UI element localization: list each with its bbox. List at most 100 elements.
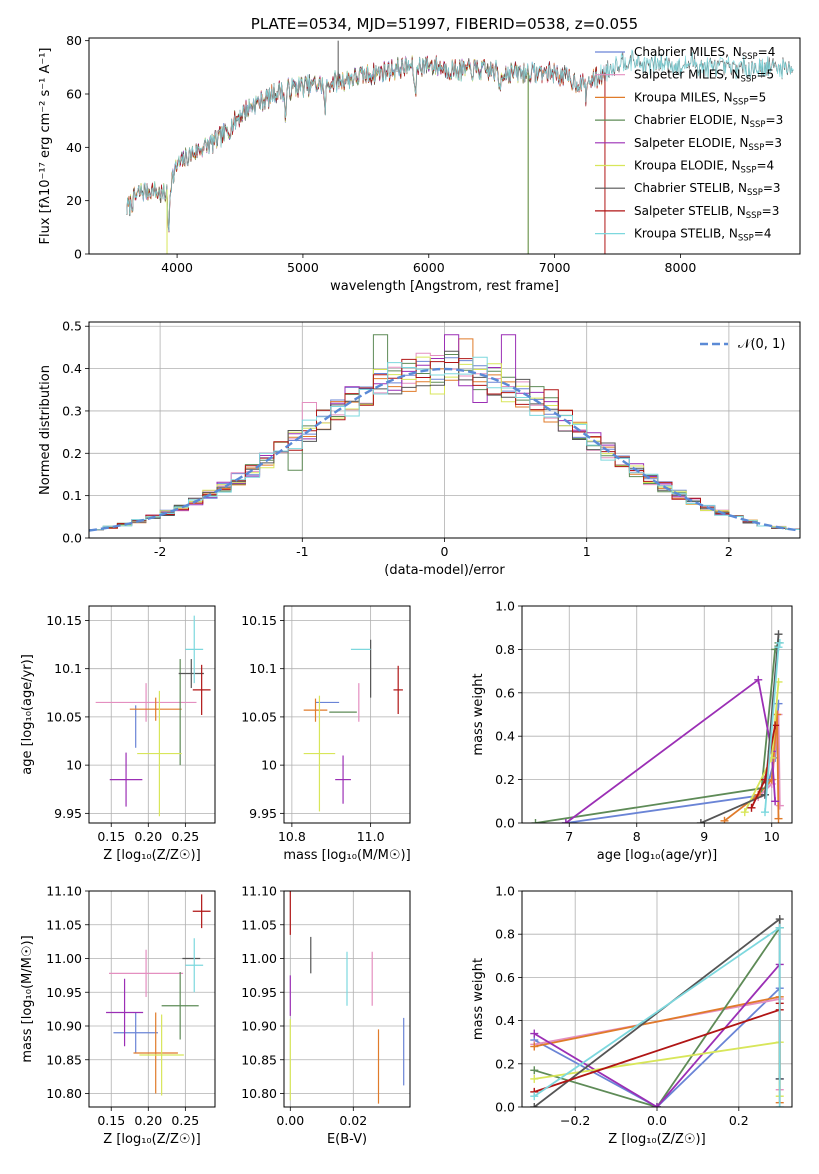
x-axis-label: E(B-V) <box>327 1132 367 1147</box>
x-axis-label: Z [log₁₀(Z/Z☉)] <box>103 848 200 863</box>
mass-weight-marker <box>775 801 784 810</box>
error-bar-point <box>185 615 204 684</box>
mass-weight-marker <box>774 814 783 823</box>
x-tick-label: -2 <box>154 544 166 559</box>
y-tick-label: 20 <box>66 193 82 208</box>
legend-entry: Salpeter MILES, NSSP=5 <box>634 68 774 85</box>
y-tick-label: 0.8 <box>495 927 515 942</box>
y-tick-label: 10.15 <box>241 613 277 628</box>
y-tick-label: 0.4 <box>495 1013 515 1028</box>
x-tick-label: 7 <box>565 829 573 844</box>
residual-histogram-panel: -2 -1 0 1 2 0.0 0.1 0.2 0.3 0.4 0.5 (data-model)/er… <box>38 319 801 578</box>
y-tick-label: 0.4 <box>62 361 82 376</box>
legend-entry: Kroupa ELODIE, NSSP=4 <box>634 159 774 176</box>
y-tick-label: 10 <box>66 758 82 773</box>
y-tick-label: 0.0 <box>62 531 82 546</box>
error-bar-point <box>161 972 199 1040</box>
x-tick-label: −0.2 <box>560 1113 590 1128</box>
legend-entry: Chabrier ELODIE, NSSP=3 <box>634 113 783 130</box>
y-tick-label: 0 <box>74 247 82 262</box>
mass-weight-marker <box>774 643 783 652</box>
y-tick-label: 0.3 <box>62 403 82 418</box>
y-axis-label: Normed distribution <box>38 365 53 495</box>
mass-weight-marker <box>530 1042 539 1051</box>
mass-weight-marker <box>747 803 756 812</box>
y-axis-label: age [log₁₀(age/yr)] <box>20 654 35 775</box>
axes-frame <box>88 321 801 539</box>
error-bar-point <box>106 978 144 1047</box>
y-tick-label: 10.95 <box>241 985 277 1000</box>
y-tick-label: 10.1 <box>249 661 277 676</box>
y-tick-label: 0.0 <box>495 816 515 831</box>
axes-frame <box>283 605 411 824</box>
x-tick-label: 0 <box>441 544 449 559</box>
y-tick-label: 10.85 <box>241 1052 277 1067</box>
plot-area <box>289 891 405 1104</box>
mass-weight-marker <box>761 808 769 817</box>
y-tick-label: 10.05 <box>241 709 277 724</box>
y-tick-label: 80 <box>66 33 82 48</box>
mass-weight-marker <box>530 1029 539 1038</box>
plot-area <box>126 40 794 254</box>
mass-weight-marker <box>720 816 729 823</box>
mass-weight-line <box>533 963 781 1107</box>
mass-weight-line <box>534 927 781 1107</box>
legend-entry: Salpeter ELODIE, NSSP=3 <box>634 136 782 153</box>
y-tick-label: 11.00 <box>46 951 82 966</box>
legend-entry: Kroupa MILES, NSSP=5 <box>634 90 766 107</box>
error-bar-point <box>109 949 184 997</box>
normal-curve <box>89 367 800 532</box>
mass-weight-marker <box>775 923 784 932</box>
y-tick-label: 0.6 <box>495 685 515 700</box>
y-tick-label: 0.2 <box>495 1056 515 1071</box>
y-tick-label: 0.2 <box>62 446 82 461</box>
age-vs-mass-panel: 10.8 11.0 9.95 10 10.05 10.1 10.15 mass [log₁₀(… <box>241 605 411 863</box>
x-axis-label: Z [log₁₀(Z/Z☉)] <box>103 1132 200 1147</box>
y-tick-label: 0.6 <box>495 970 515 985</box>
error-bar-point <box>129 697 182 721</box>
legend: Chabrier MILES, NSSP=4 Salpeter MILES, NS… <box>595 45 783 244</box>
y-tick-label: 10.05 <box>46 709 82 724</box>
mass-weight-marker <box>530 1092 539 1101</box>
axes-frame <box>521 890 793 1108</box>
x-axis-label: mass [log₁₀(M/M☉)] <box>283 848 410 863</box>
y-tick-label: 10.90 <box>241 1019 277 1034</box>
error-bar-point <box>303 698 328 722</box>
mass-weight-marker <box>740 808 749 817</box>
y-tick-label: 10.90 <box>46 1019 82 1034</box>
y-tick-label: 0.5 <box>62 319 82 334</box>
y-tick-label: 10.80 <box>46 1086 82 1101</box>
legend-entry: Chabrier MILES, NSSP=4 <box>634 45 775 62</box>
y-tick-label: 0.1 <box>62 488 82 503</box>
error-bar-point <box>133 1012 178 1094</box>
x-tick-label: 1 <box>583 544 591 559</box>
mass-weight-marker <box>773 710 782 719</box>
legend-entry: Chabrier STELIB, NSSP=3 <box>634 181 781 198</box>
plot-area <box>303 639 403 812</box>
y-tick-label: 11.10 <box>46 884 82 899</box>
x-tick-label: 0.25 <box>171 829 199 844</box>
mass-weight-line <box>565 703 780 823</box>
legend-entry: 𝒩(0, 1) <box>738 337 785 352</box>
x-tick-label: 11.0 <box>357 829 385 844</box>
plot-area <box>95 615 211 817</box>
mass-weight-marker <box>530 1074 539 1083</box>
y-tick-label: 11.05 <box>46 917 82 932</box>
error-bar-point <box>185 938 204 993</box>
mass-weight-marker <box>530 1103 539 1107</box>
x-tick-label: 10 <box>764 829 780 844</box>
mass-weight-marker <box>561 819 570 823</box>
mass-weight-marker <box>531 819 540 823</box>
y-axis-label: Flux [fλ10⁻¹⁷ erg cm⁻² s⁻¹ A⁻¹] <box>38 48 53 245</box>
mass-vs-extinction-panel: 0.00 0.02 10.80 10.85 10.90 10.95 11.00 11.05 11… <box>241 884 411 1147</box>
x-tick-label: -1 <box>296 544 308 559</box>
mass-weight-marker <box>775 1103 784 1107</box>
plot-area <box>530 915 784 1107</box>
x-tick-label: 7000 <box>539 260 571 275</box>
x-axis-label: (data-model)/error <box>384 563 505 578</box>
y-tick-label: 9.95 <box>54 806 82 821</box>
x-tick-label: 0.25 <box>171 1113 199 1128</box>
x-tick-label: 0.20 <box>134 1113 162 1128</box>
error-bar-point <box>192 894 211 929</box>
